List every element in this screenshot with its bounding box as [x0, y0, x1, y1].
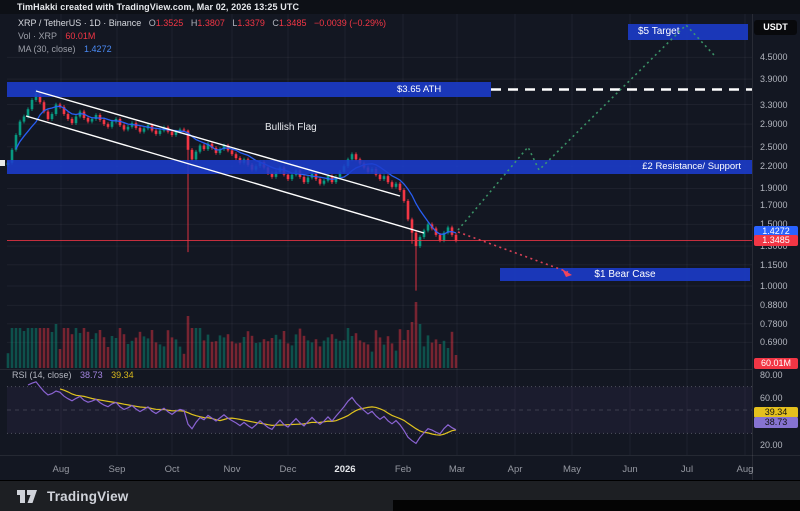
rsi-value: 38.73 — [80, 370, 103, 380]
axis-tick: 80.00 — [760, 370, 783, 380]
last-price-tag: 1.3485 — [754, 235, 798, 247]
ma-label: MA (30, close) — [18, 44, 76, 54]
axis-tick: 0.6900 — [760, 337, 788, 348]
tradingview-logo-text: TradingView — [47, 489, 129, 504]
time-axis-label: Dec — [279, 464, 297, 475]
price-scale[interactable] — [752, 14, 800, 480]
time-axis-label: 2026 — [334, 464, 356, 475]
time-axis-label: Aug — [736, 464, 754, 475]
axis-tick: 1.7000 — [760, 200, 788, 211]
bullish-flag-label[interactable]: Bullish Flag — [265, 122, 317, 133]
pane-divider[interactable] — [0, 369, 752, 370]
axis-tick: 4.5000 — [760, 52, 788, 63]
axis-tick: 3.3000 — [760, 99, 788, 110]
axis-tick: 2.5000 — [760, 141, 788, 152]
legend-row-symbol: XRP / TetherUS · 1D · Binance O1.3525 H1… — [18, 17, 386, 30]
high-label: H — [190, 18, 198, 28]
attribution-text: TimHakki created with TradingView.com, M… — [17, 2, 300, 12]
time-axis[interactable]: Aug Sep Oct Nov Dec 2026 Feb Mar Apr May Jun Jul Aug — [0, 455, 800, 481]
ma-value: 1.4272 — [84, 44, 112, 54]
rsi-ma-tag: 39.34 — [754, 407, 798, 418]
low-label: L — [232, 18, 238, 28]
axis-tick: 1.0000 — [760, 281, 788, 291]
rsi-legend: RSI (14, close) 38.73 39.34 — [12, 370, 134, 380]
close-value: 1.3485 — [278, 18, 307, 28]
target-annotation[interactable]: $5 Target — [628, 24, 748, 40]
legend-row-volume: Vol · XRP 60.01M — [18, 30, 386, 43]
bottom-black-strip — [393, 500, 800, 511]
attribution-bar: TimHakki created with TradingView.com, M… — [0, 0, 800, 14]
rsi-label: RSI (14, close) — [12, 370, 72, 380]
time-axis-label: Mar — [448, 464, 466, 475]
axis-tick: 1.1500 — [760, 259, 788, 270]
volume-label: Vol · XRP — [18, 31, 57, 41]
time-axis-label: Jul — [680, 464, 694, 475]
rsi-tag: 38.73 — [754, 417, 798, 428]
ma-price-tag: 1.4272 — [754, 226, 798, 238]
currency-toggle-button[interactable]: USDT — [754, 20, 797, 35]
tradingview-logo-icon — [17, 490, 37, 503]
axis-tick: 0.7800 — [760, 318, 788, 329]
time-axis-label: Oct — [164, 464, 180, 475]
time-axis-label: Feb — [394, 464, 412, 475]
axis-tick: 2.2000 — [760, 161, 788, 172]
time-axis-label: Jun — [622, 464, 638, 475]
axis-tick: 2.9000 — [760, 119, 788, 130]
tradingview-logo[interactable]: TradingView — [16, 487, 128, 506]
bear-case-annotation[interactable]: $1 Bear Case — [500, 268, 750, 281]
legend-row-ma: MA (30, close) 1.4272 — [18, 43, 386, 56]
axis-tick: 1.5000 — [760, 219, 788, 230]
volume-value: 60.01M — [65, 31, 96, 41]
time-axis-label: Apr — [507, 464, 523, 475]
open-value: 1.3525 — [155, 18, 184, 28]
time-axis-label: Sep — [108, 464, 126, 475]
open-label: O — [148, 18, 156, 28]
time-axis-label: Aug — [52, 464, 70, 475]
ath-annotation[interactable]: $3.65 ATH — [7, 82, 491, 97]
axis-tick: 60.00 — [760, 393, 783, 404]
low-value: 1.3379 — [237, 18, 265, 28]
axis-tick: 3.9000 — [760, 74, 788, 85]
resistance-support-annotation[interactable]: £2 Resistance/ Support — [7, 160, 753, 174]
axis-tick: 1.3000 — [760, 241, 788, 252]
close-label: C — [272, 18, 279, 28]
ath-annotation-label: $3.65 ATH — [397, 84, 442, 95]
symbol-title: XRP / TetherUS · 1D · Binance — [18, 18, 142, 28]
change-value: −0.0039 (−0.29%) — [313, 18, 387, 28]
axis-tick: 0.8800 — [760, 300, 788, 311]
time-axis-label: May — [563, 464, 581, 475]
high-value: 1.3807 — [197, 18, 225, 28]
axis-tick: 20.00 — [760, 440, 783, 450]
axis-tick: 1.9000 — [760, 183, 788, 194]
volume-tag: 60.01M — [754, 358, 798, 369]
time-axis-label: Nov — [223, 464, 241, 475]
rsi-ma-value: 39.34 — [111, 370, 134, 380]
symbol-legend: XRP / TetherUS · 1D · Binance O1.3525 H1… — [18, 17, 386, 56]
